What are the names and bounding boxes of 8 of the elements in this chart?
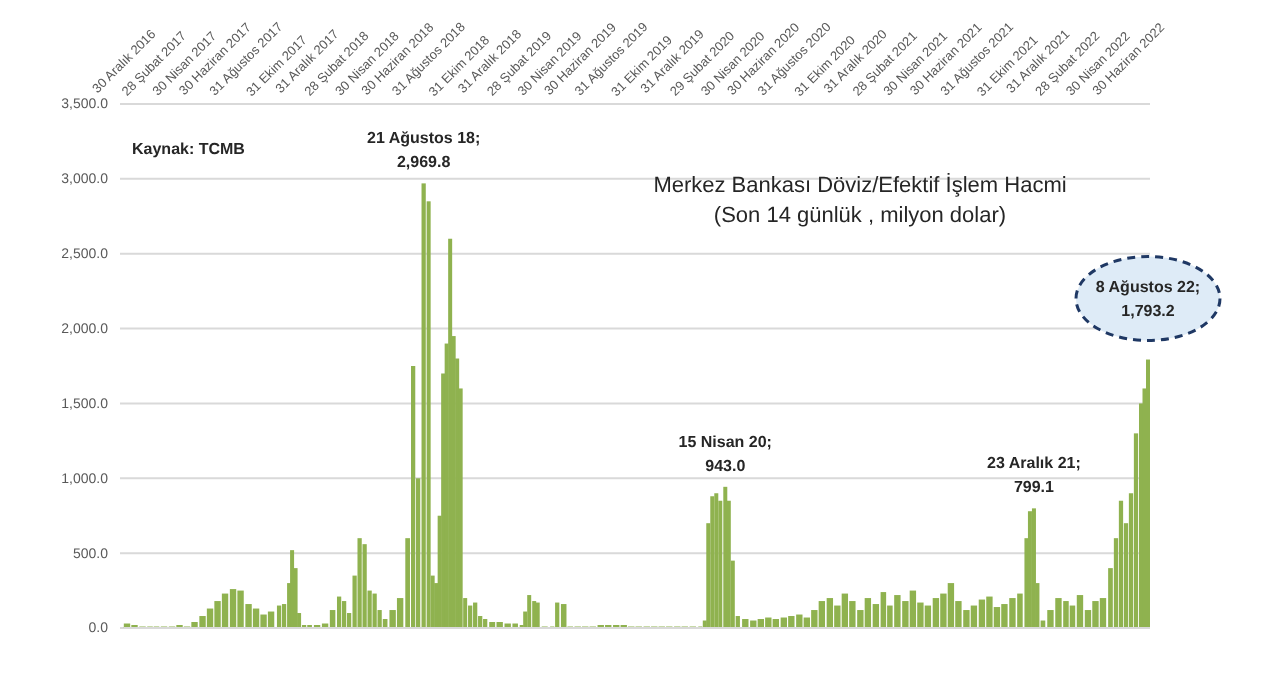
annotation: 15 Nisan 20; 943.0: [678, 432, 772, 475]
annotation: 21 Ağustos 18; 2,969.8: [367, 129, 481, 172]
dashed-ellipse-callout: 8 Ağustos 22; 1,793.2: [1074, 255, 1222, 343]
text: (Son 14 günlük , milyon dolar): [713, 204, 1007, 228]
annotation: Kaynak: TCMB: [132, 140, 246, 158]
text: Merkez Bankası Döviz/Efektif İşlem Hacmi: [653, 172, 1067, 198]
annotation: 8 Ağustos 22; 1,793.2: [1095, 277, 1201, 320]
annotation: 23 Aralık 21; 799.1: [987, 454, 1081, 497]
